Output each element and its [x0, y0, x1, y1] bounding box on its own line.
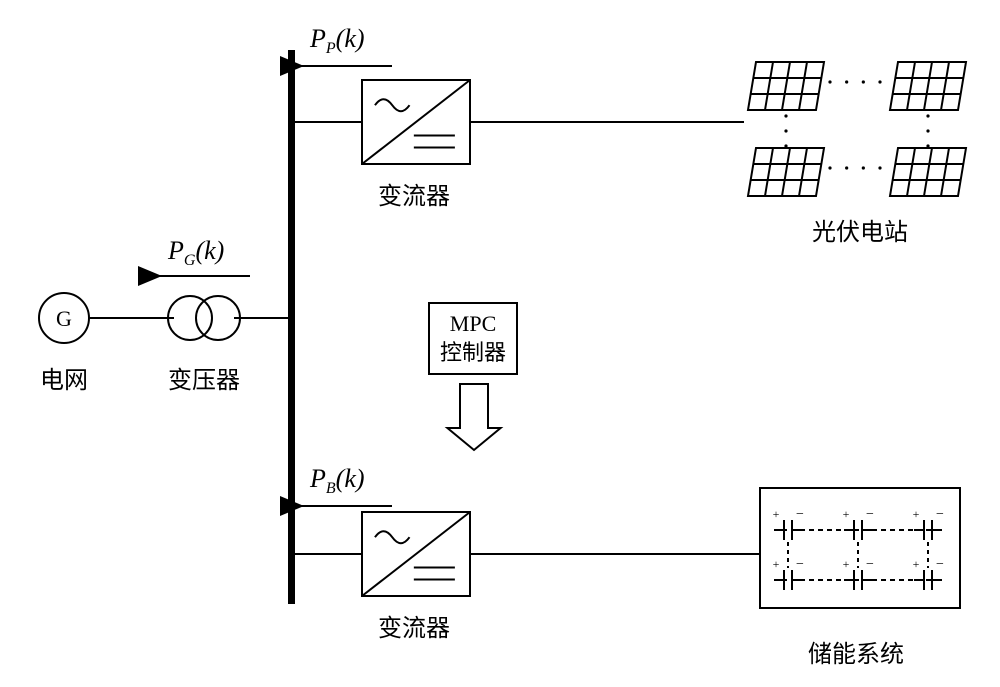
svg-text:+: + [913, 557, 920, 571]
svg-text:−: − [936, 507, 944, 522]
svg-text:+: + [913, 507, 920, 521]
svg-text:+: + [843, 557, 850, 571]
svg-text:+: + [773, 557, 780, 571]
mpc-line1: MPC [440, 310, 506, 339]
svg-text:−: − [866, 507, 874, 522]
diagram-canvas: G + − + − + − + − + − + − PP(k) PG(k) PB(k) 电网 变压器 变… [0, 0, 1000, 687]
label-p-g: PG(k) [168, 236, 224, 270]
label-pv: 光伏电站 [812, 212, 908, 247]
label-converter-bot: 变流器 [378, 608, 450, 643]
label-storage: 储能系统 [808, 634, 904, 669]
svg-text:−: − [796, 557, 804, 572]
svg-text:G: G [56, 306, 72, 331]
mpc-line2: 控制器 [440, 339, 506, 368]
label-grid: 电网 [40, 360, 88, 395]
label-p-b: PB(k) [310, 464, 365, 498]
svg-text:+: + [843, 507, 850, 521]
svg-text:+: + [773, 507, 780, 521]
svg-text:−: − [796, 507, 804, 522]
label-converter-top: 变流器 [378, 176, 450, 211]
svg-text:−: − [866, 557, 874, 572]
label-p-p: PP(k) [310, 24, 365, 58]
svg-text:−: − [936, 557, 944, 572]
label-transformer: 变压器 [168, 360, 240, 395]
mpc-controller-box: MPC 控制器 [428, 302, 518, 375]
